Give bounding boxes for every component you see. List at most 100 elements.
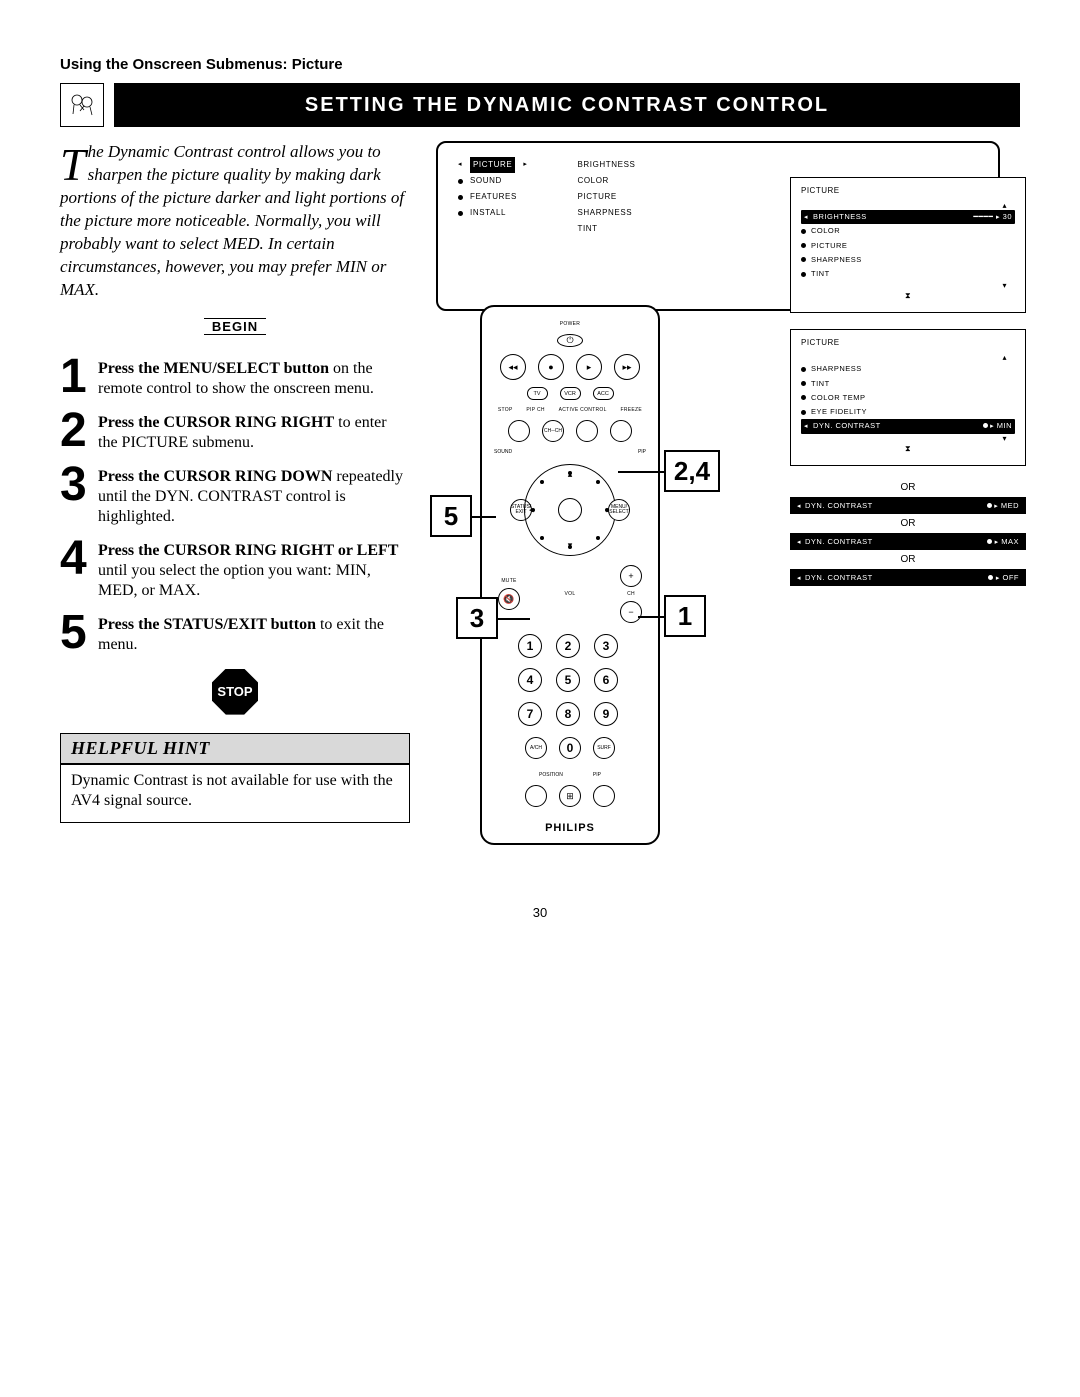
menu-item: PICTURE bbox=[577, 189, 635, 205]
menu-item: ◂ PICTURE▸ bbox=[456, 157, 527, 173]
step-number: 2 bbox=[60, 409, 98, 453]
stop-button bbox=[508, 420, 530, 442]
menu-item: INSTALL bbox=[456, 205, 527, 221]
osd-item: COLOR bbox=[801, 224, 1015, 238]
section-label: Using the Onscreen Submenus: Picture bbox=[60, 56, 1020, 73]
ach-button: A/CH bbox=[525, 737, 547, 759]
pipch-button: CH─CH bbox=[542, 420, 564, 442]
step: 5 Press the STATUS/EXIT button to exit t… bbox=[60, 611, 410, 655]
active-button bbox=[576, 420, 598, 442]
ch-up-button: + bbox=[620, 565, 642, 587]
step-text: Press the CURSOR RING DOWN repeatedly un… bbox=[98, 463, 410, 527]
step: 1 Press the MENU/SELECT button on the re… bbox=[60, 355, 410, 399]
freeze-button bbox=[610, 420, 632, 442]
down-arrow-icon: ▾ bbox=[801, 434, 1015, 443]
key-3: 3 bbox=[594, 634, 618, 658]
osd-item: BRIGHTNESS━━━━ 30 bbox=[801, 210, 1015, 224]
brand-logo: PHILIPS bbox=[545, 822, 595, 834]
key-2: 2 bbox=[556, 634, 580, 658]
page-number: 30 bbox=[60, 905, 1020, 920]
osd-stack: PICTURE ▴ BRIGHTNESS━━━━ 30COLORPICTURES… bbox=[790, 177, 1026, 586]
osd-panel-1: PICTURE ▴ BRIGHTNESS━━━━ 30COLORPICTURES… bbox=[790, 177, 1026, 313]
step-text: Press the CURSOR RING RIGHT or LEFT unti… bbox=[98, 537, 410, 601]
osd-item: COLOR TEMP bbox=[801, 391, 1015, 405]
title-row: SETTING THE DYNAMIC CONTRAST CONTROL bbox=[60, 83, 1020, 127]
step: 4 Press the CURSOR RING RIGHT or LEFT un… bbox=[60, 537, 410, 601]
osd-item: SHARPNESS bbox=[801, 362, 1015, 376]
page-title: SETTING THE DYNAMIC CONTRAST CONTROL bbox=[114, 83, 1020, 127]
up-arrow-icon: ▴ bbox=[801, 353, 1015, 362]
osd-item: EYE FIDELITY bbox=[801, 405, 1015, 419]
position-button bbox=[525, 785, 547, 807]
intro-text: The Dynamic Contrast control allows you … bbox=[60, 141, 410, 302]
callout-1: 1 bbox=[664, 595, 706, 637]
step-number: 5 bbox=[60, 611, 98, 655]
cursor-ring-center bbox=[558, 498, 582, 522]
mute-button: 🔇 bbox=[498, 588, 520, 610]
key-0: 0 bbox=[559, 737, 581, 759]
scroll-indicator-icon: ⧗ bbox=[801, 445, 1015, 453]
step-text: Press the STATUS/EXIT button to exit the… bbox=[98, 611, 410, 655]
osd-title: PICTURE bbox=[801, 186, 1015, 195]
step-text: Press the CURSOR RING RIGHT to enter the… bbox=[98, 409, 410, 453]
or-label: OR bbox=[790, 482, 1026, 493]
menu-item: FEATURES bbox=[456, 189, 527, 205]
stop-icon: STOP bbox=[212, 669, 258, 715]
menu-select-button: MENU/ SELECT bbox=[608, 499, 630, 521]
keypad: 123456789 bbox=[518, 634, 622, 726]
menu-item: SOUND bbox=[456, 173, 527, 189]
menu-item: BRIGHTNESS bbox=[577, 157, 635, 173]
or-label: OR bbox=[790, 518, 1026, 529]
vcr-button: VCR bbox=[560, 387, 581, 400]
hint-header: HELPFUL HINT bbox=[61, 734, 409, 765]
osd-variant: DYN. CONTRAST MED bbox=[790, 497, 1026, 514]
callout-5: 5 bbox=[430, 495, 472, 537]
down-arrow-icon: ▾ bbox=[801, 281, 1015, 290]
osd-title: PICTURE bbox=[801, 338, 1015, 347]
up-arrow-icon: ▴ bbox=[801, 201, 1015, 210]
tv-button: TV bbox=[527, 387, 548, 400]
menu-item: TINT bbox=[577, 221, 635, 237]
osd-item: DYN. CONTRAST MIN bbox=[801, 419, 1015, 433]
osd-variant: DYN. CONTRAST OFF bbox=[790, 569, 1026, 586]
step-number: 4 bbox=[60, 537, 98, 601]
scroll-indicator-icon: ⧗ bbox=[801, 292, 1015, 300]
callout-2-4: 2,4 bbox=[664, 450, 720, 492]
acc-button: ACC bbox=[593, 387, 614, 400]
or-label: OR bbox=[790, 554, 1026, 565]
menu-item: SHARPNESS bbox=[577, 205, 635, 221]
key-8: 8 bbox=[556, 702, 580, 726]
helpful-hint-box: HELPFUL HINT Dynamic Contrast is not ava… bbox=[60, 733, 410, 824]
callout-3: 3 bbox=[456, 597, 498, 639]
step-number: 3 bbox=[60, 463, 98, 527]
step-number: 1 bbox=[60, 355, 98, 399]
record-button: ● bbox=[538, 354, 564, 380]
begin-label: BEGIN bbox=[204, 318, 266, 335]
power-button: ⏻ bbox=[557, 334, 583, 347]
key-6: 6 bbox=[594, 668, 618, 692]
key-1: 1 bbox=[518, 634, 542, 658]
key-9: 9 bbox=[594, 702, 618, 726]
ch-down-button: − bbox=[620, 601, 642, 623]
pip-button bbox=[593, 785, 615, 807]
step: 3 Press the CURSOR RING DOWN repeatedly … bbox=[60, 463, 410, 527]
step-text: Press the MENU/SELECT button on the remo… bbox=[98, 355, 410, 399]
rewind-button: ◂◂ bbox=[500, 354, 526, 380]
play-button: ▸ bbox=[576, 354, 602, 380]
key-7: 7 bbox=[518, 702, 542, 726]
cursor-ring: ▴ ▾ ◂ ▸ bbox=[524, 464, 616, 556]
key-4: 4 bbox=[518, 668, 542, 692]
menu-item: COLOR bbox=[577, 173, 635, 189]
osd-item: TINT bbox=[801, 377, 1015, 391]
surf-button: SURF bbox=[593, 737, 615, 759]
ffwd-button: ▸▸ bbox=[614, 354, 640, 380]
title-icon bbox=[60, 83, 104, 127]
power-label: POWER bbox=[560, 321, 580, 327]
osd-variant: DYN. CONTRAST MAX bbox=[790, 533, 1026, 550]
osd-item: PICTURE bbox=[801, 239, 1015, 253]
remote-illustration: POWER ⏻ ◂◂ ● ▸ ▸▸ TV VCR ACC STOP PIP CH… bbox=[480, 305, 660, 845]
osd-item: SHARPNESS bbox=[801, 253, 1015, 267]
step: 2 Press the CURSOR RING RIGHT to enter t… bbox=[60, 409, 410, 453]
hint-body: Dynamic Contrast is not available for us… bbox=[61, 765, 409, 823]
osd-panel-2: PICTURE ▴ SHARPNESSTINTCOLOR TEMPEYE FID… bbox=[790, 329, 1026, 465]
